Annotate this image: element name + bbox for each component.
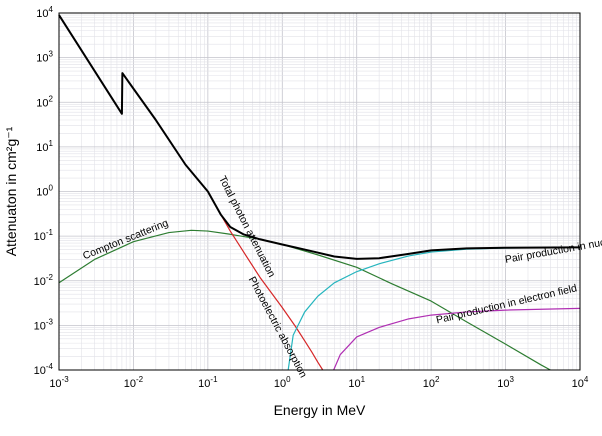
series-line-pair-production-in-electron-field — [333, 307, 581, 371]
y-tick-label: 10-4 — [34, 362, 54, 377]
y-tick-label: 10-3 — [34, 317, 54, 332]
x-tick-label: 104 — [572, 375, 589, 390]
y-tick-label: 100 — [36, 184, 53, 199]
y-tick-label: 102 — [36, 94, 53, 109]
x-tick-label: 10-3 — [49, 375, 69, 390]
series-line-photoelectric-absorption — [207, 191, 324, 371]
x-tick-labels: 10-3 10-2 10-1 100 101 102 103 104 — [49, 375, 589, 390]
x-axis-title: Energy in MeV — [274, 402, 366, 418]
y-tick-label: 103 — [36, 50, 53, 65]
series-line-total-photon-attenuation — [58, 14, 581, 260]
x-tick-label: 10-2 — [124, 375, 144, 390]
x-tick-label: 10-1 — [198, 375, 218, 390]
series-layer — [58, 14, 581, 371]
y-tick-label: 104 — [36, 5, 53, 20]
y-tick-label: 101 — [36, 139, 53, 154]
y-tick-label: 10-1 — [34, 228, 54, 243]
y-axis-title: Attenuaton in cm²g⁻¹ — [3, 126, 19, 256]
x-tick-label: 100 — [274, 375, 291, 390]
x-tick-label: 103 — [497, 375, 514, 390]
curve-label: Total photon attenuation — [216, 174, 278, 279]
y-tick-label: 10-2 — [34, 273, 54, 288]
y-tick-labels: 10-4 10-3 10-2 10-1 100 101 102 103 104 — [34, 5, 54, 377]
grid — [58, 12, 581, 371]
series-line-pair-production-in-nuclear-field — [287, 246, 581, 371]
plot-frame — [58, 12, 581, 371]
x-tick-label: 101 — [348, 375, 365, 390]
x-tick-label: 102 — [423, 375, 440, 390]
